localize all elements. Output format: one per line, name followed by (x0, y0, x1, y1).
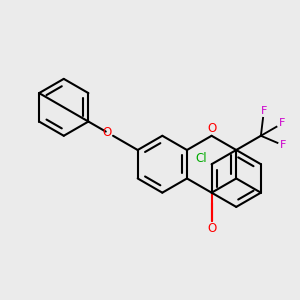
Text: O: O (207, 222, 216, 235)
Text: F: F (280, 140, 287, 150)
Text: O: O (207, 122, 216, 135)
Text: F: F (261, 106, 267, 116)
Text: F: F (279, 118, 285, 128)
Text: Cl: Cl (196, 152, 207, 165)
Text: O: O (103, 126, 112, 139)
